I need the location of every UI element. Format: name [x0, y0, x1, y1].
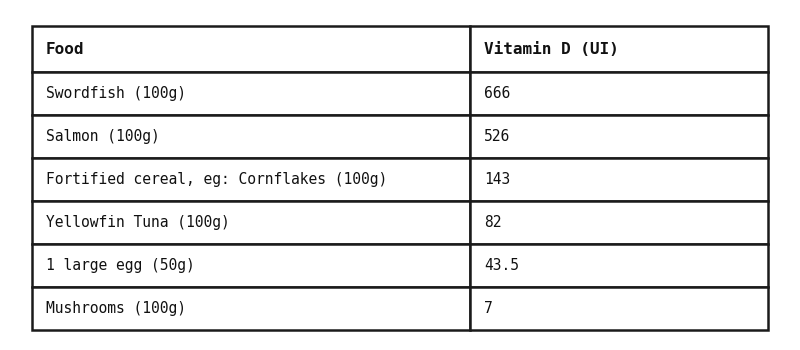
Text: 143: 143: [484, 172, 510, 187]
Bar: [470, 26, 768, 72]
Text: Fortified cereal, eg: Cornflakes (100g): Fortified cereal, eg: Cornflakes (100g): [46, 172, 387, 187]
Text: 1 large egg (50g): 1 large egg (50g): [46, 258, 194, 273]
Text: 82: 82: [484, 215, 502, 230]
Bar: [32, 26, 470, 72]
Bar: [470, 72, 768, 115]
Text: Mushrooms (100g): Mushrooms (100g): [46, 301, 186, 316]
Bar: [470, 115, 768, 158]
Text: 666: 666: [484, 86, 510, 101]
Bar: [470, 201, 768, 244]
Bar: [32, 72, 470, 115]
Text: 526: 526: [484, 129, 510, 144]
Bar: [470, 244, 768, 287]
Bar: [32, 201, 470, 244]
Text: Swordfish (100g): Swordfish (100g): [46, 86, 186, 101]
Bar: [32, 244, 470, 287]
Text: 43.5: 43.5: [484, 258, 519, 273]
Bar: [32, 287, 470, 330]
Text: Yellowfin Tuna (100g): Yellowfin Tuna (100g): [46, 215, 230, 230]
Bar: [470, 158, 768, 201]
Bar: [32, 158, 470, 201]
Text: Food: Food: [46, 42, 85, 56]
Bar: [470, 287, 768, 330]
Text: 7: 7: [484, 301, 493, 316]
Text: Vitamin D (UI): Vitamin D (UI): [484, 42, 618, 56]
Text: Salmon (100g): Salmon (100g): [46, 129, 160, 144]
Bar: [32, 115, 470, 158]
